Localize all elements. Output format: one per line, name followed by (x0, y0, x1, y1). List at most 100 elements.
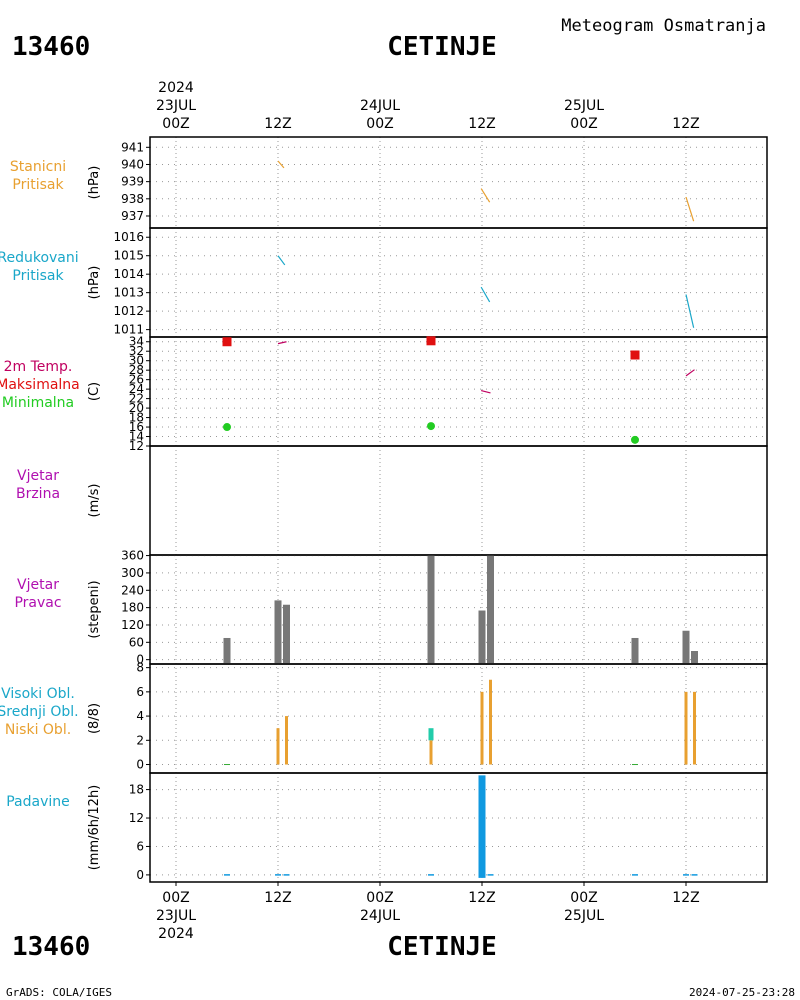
series-line (685, 369, 695, 377)
max-temp-marker (630, 350, 640, 360)
y-tick-label: 12 (129, 439, 144, 453)
y-tick-label: 8 (136, 661, 144, 675)
y-tick-label: 939 (121, 175, 144, 189)
wind-direction-bar (487, 555, 494, 664)
max-temp-marker (222, 337, 232, 347)
time-label-bottom: 12Z (672, 890, 699, 906)
y-tick-label: 18 (129, 783, 144, 797)
y-tick-label: 32 (129, 344, 144, 358)
unit-label: (C) (87, 382, 102, 401)
panel-frame (149, 136, 768, 229)
time-label-bottom: 00Z (162, 890, 189, 906)
y-tick-label: 4 (136, 709, 144, 723)
min-temp-marker (631, 435, 639, 444)
parameter-label: Pravac (14, 595, 61, 611)
y-tick-label: 300 (121, 566, 144, 580)
parameter-label: Maksimalna (0, 377, 80, 393)
y-tick-label: 0 (136, 758, 144, 772)
precip-bar (478, 775, 486, 878)
y-tick-label: 938 (121, 192, 144, 206)
parameter-label: Stanicni (10, 159, 66, 175)
unit-label: (hPa) (87, 166, 102, 200)
wind-direction-bar (682, 630, 690, 664)
parameter-label: Padavine (6, 794, 70, 810)
low-cloud-bar (489, 679, 492, 765)
time-label-bottom: 12Z (264, 890, 291, 906)
y-tick-label: 18 (129, 411, 144, 425)
panel-oblacnost: 0 2 4 6 8 (8/8) Visoki Obl. Srednji Obl. Niski O… (0, 661, 768, 774)
mid-cloud-bar (428, 728, 434, 741)
date-label-top: 23JUL (156, 98, 196, 114)
panel-padavine: 0 6 12 18 (mm/6h/12h) Padavine (6, 772, 768, 883)
y-tick-label: 0 (136, 868, 144, 882)
y-tick-label: 6 (136, 685, 144, 699)
low-cloud-bar (276, 728, 280, 765)
series-line (277, 160, 285, 169)
panels: 937938939940941(hPa)StanicniPritisak1011… (0, 136, 768, 883)
y-tick-label: 30 (129, 354, 144, 368)
y-tick-label: 1016 (113, 230, 144, 244)
year-label-bottom: 2024 (158, 926, 194, 942)
y-tick-label: 22 (129, 392, 144, 406)
parameter-label: Visoki Obl. (1, 686, 75, 702)
series-line (685, 294, 695, 328)
wind-direction-bar (691, 650, 698, 664)
time-label-bottom: 12Z (468, 890, 495, 906)
parameter-label: Niski Obl. (5, 722, 71, 738)
panel-redukovani: 1011 1012 1013 1014 1015 1016 (hPa) Redukovani P… (0, 227, 768, 338)
y-tick-label: 180 (121, 601, 144, 615)
date-label-top: 25JUL (564, 98, 604, 114)
parameter-label: Pritisak (12, 268, 64, 284)
time-label-bottom: 00Z (570, 890, 597, 906)
series-line (480, 188, 491, 203)
wind-direction-bar (427, 555, 435, 664)
low-cloud-bar (285, 716, 288, 765)
y-tick-label: 240 (121, 583, 144, 597)
date-label-top: 24JUL (360, 98, 400, 114)
y-tick-label: 12 (129, 811, 144, 825)
y-tick-label: 24 (129, 382, 144, 396)
min-temp-marker (427, 422, 435, 431)
date-label-bottom: 24JUL (360, 908, 400, 924)
y-tick-label: 360 (121, 549, 144, 563)
series-line (685, 196, 695, 222)
unit-label: (hPa) (87, 266, 102, 300)
y-tick-label: 14 (129, 430, 144, 444)
series-line (480, 286, 491, 303)
time-axis-labels: 00Z 23JUL 2024 00Z 23JUL 2024 12Z 12Z 00Z 24JUL 00… (156, 80, 700, 942)
unit-label: (stepeni) (87, 580, 102, 638)
panel-frame (149, 336, 768, 447)
y-tick-label: 940 (121, 157, 144, 171)
date-label-bottom: 25JUL (564, 908, 604, 924)
panel-vjetar_brzina: (m/s) Vjetar Brzina (16, 445, 768, 556)
wind-direction-bar (283, 604, 290, 664)
y-tick-label: 2 (136, 733, 144, 747)
unit-label: (m/s) (87, 484, 102, 518)
y-tick-label: 937 (121, 209, 144, 223)
station-id-bottom: 13460 (12, 932, 90, 962)
unit-label: (8/8) (87, 703, 102, 734)
panel-stanicni: 937 938 939 940 941 (hPa) Stanicni Pritisak (10, 136, 768, 229)
y-tick-label: 1013 (113, 286, 144, 300)
time-label-top: 12Z (468, 116, 495, 132)
parameter-label: Vjetar (17, 468, 59, 484)
low-cloud-bar (480, 691, 484, 765)
series-line (277, 255, 286, 266)
parameter-label: Redukovani (0, 250, 79, 266)
y-tick-label: 60 (129, 635, 144, 649)
y-tick-label: 28 (129, 363, 144, 377)
chart-title: Meteogram Osmatranja (561, 16, 766, 36)
render-timestamp: 2024-07-25-23:28 (689, 986, 795, 999)
y-tick-label: 26 (129, 373, 144, 387)
y-tick-label: 16 (129, 420, 144, 434)
y-tick-label: 1014 (113, 267, 144, 281)
low-cloud-bar (429, 740, 433, 765)
panel-frame (149, 554, 768, 665)
time-label-bottom: 00Z (366, 890, 393, 906)
max-temp-marker (426, 336, 436, 346)
time-label-top: 12Z (672, 116, 699, 132)
parameter-label: Minimalna (2, 395, 74, 411)
parameter-label: Srednji Obl. (0, 704, 79, 720)
